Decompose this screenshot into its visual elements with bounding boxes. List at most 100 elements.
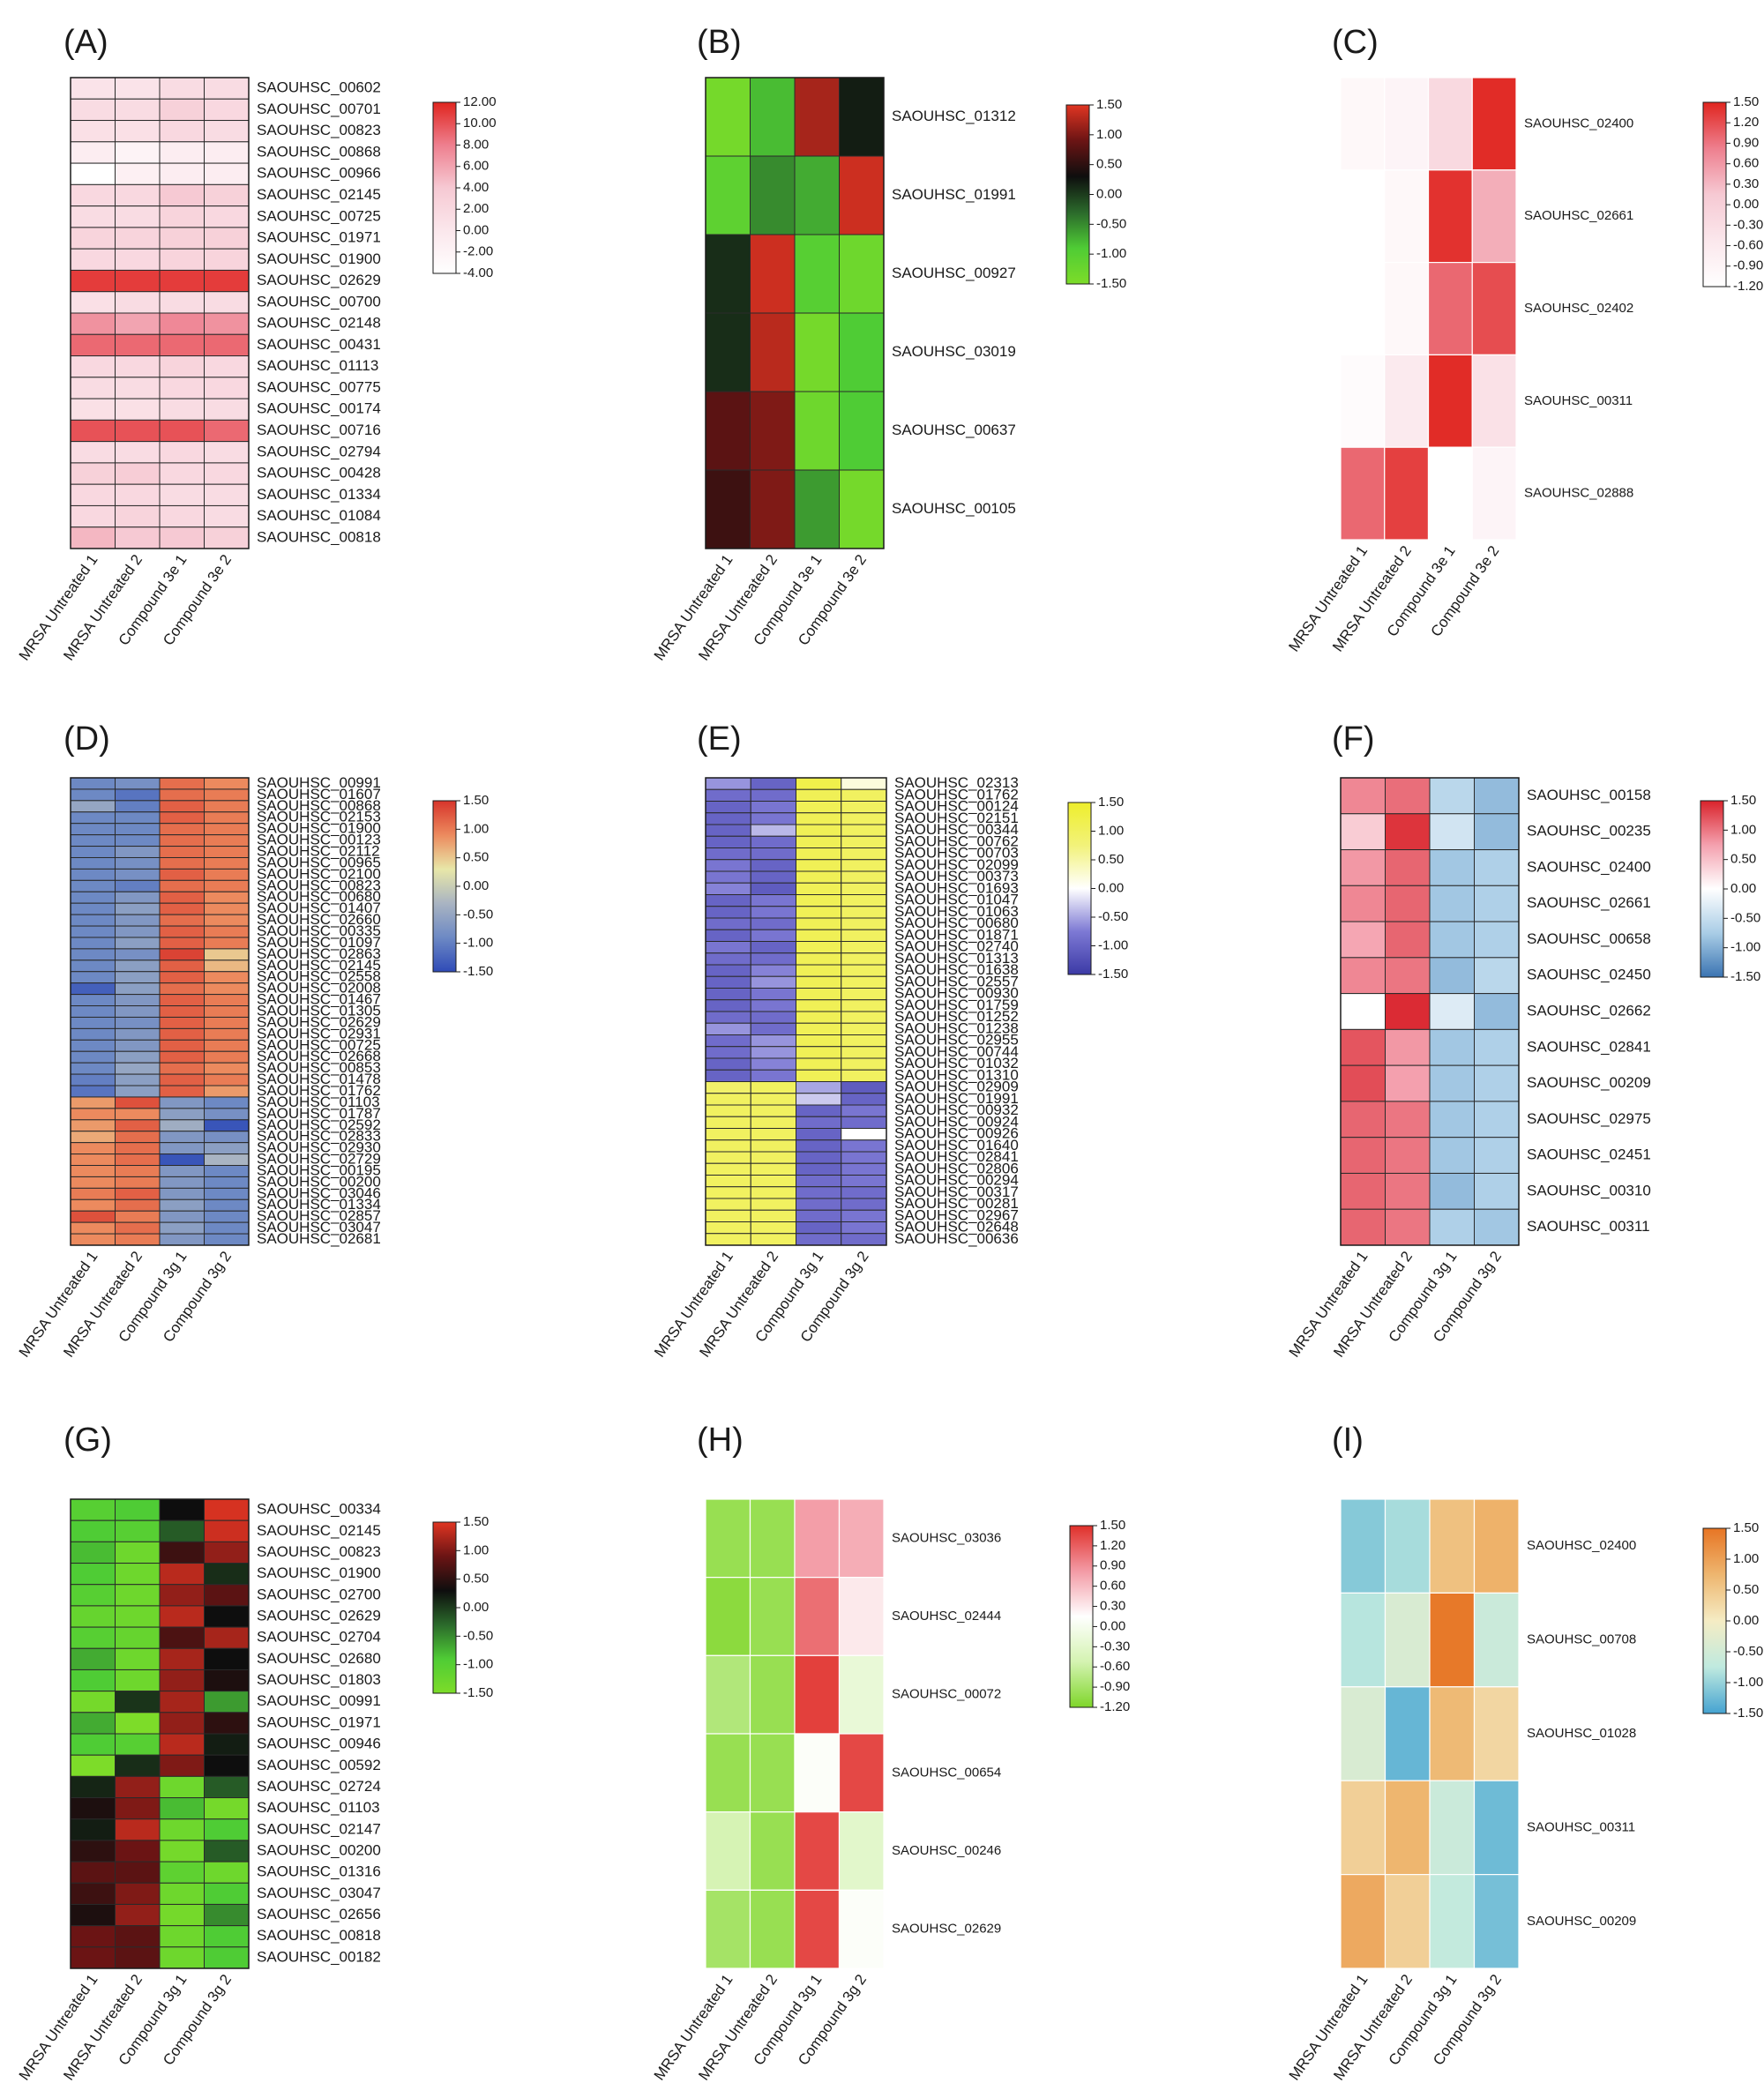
heatmap-cell xyxy=(70,1882,116,1905)
row-label: SAOUHSC_00592 xyxy=(257,1757,381,1773)
row-label: SAOUHSC_00182 xyxy=(257,1948,381,1965)
heatmap-cell xyxy=(1429,1874,1476,1969)
heatmap-cell xyxy=(70,1073,116,1086)
row-label: SAOUHSC_02402 xyxy=(1524,301,1633,316)
heatmap-cell xyxy=(159,1073,205,1086)
colorbar-tick-label: 12.00 xyxy=(463,94,497,109)
heatmap-cell xyxy=(794,469,840,549)
row-label: SAOUHSC_01991 xyxy=(894,1090,1019,1107)
heatmap-cell xyxy=(115,868,161,881)
heatmap-cell xyxy=(115,1073,161,1086)
heatmap-cell xyxy=(204,1039,250,1052)
heatmap-cell xyxy=(159,355,205,378)
heatmap-cell xyxy=(750,391,796,471)
heatmap-cell xyxy=(750,1081,796,1094)
panel-c: (C) SAOUHSC_02400 SAOUHSC_02661 SAOUHSC_024… xyxy=(1285,24,1763,654)
colorbar-tick-label: -1.00 xyxy=(1730,940,1760,955)
row-label: SAOUHSC_00823 xyxy=(257,877,381,893)
heatmap-cell xyxy=(796,870,842,884)
row-label: SAOUHSC_02112 xyxy=(257,843,380,860)
heatmap-cell xyxy=(841,1081,887,1094)
heatmap-cell xyxy=(841,1093,887,1106)
heatmap-cell xyxy=(70,1005,116,1018)
heatmap-cell xyxy=(705,917,751,930)
heatmap-cell xyxy=(1429,1172,1475,1210)
panel-label: (I) xyxy=(1332,1422,1364,1459)
heatmap-cell xyxy=(159,879,205,892)
row-label: SAOUHSC_02661 xyxy=(1524,208,1633,223)
colorbar-tick-label: -1.00 xyxy=(463,936,493,951)
heatmap-cell xyxy=(70,205,116,228)
colorbar-tick-label: 0.50 xyxy=(463,1572,489,1587)
heatmap-cell xyxy=(70,1861,116,1884)
heatmap-cell xyxy=(796,1046,842,1059)
row-label: SAOUHSC_02100 xyxy=(257,865,381,882)
row-label: SAOUHSC_01334 xyxy=(257,486,381,503)
row-label: SAOUHSC_02909 xyxy=(894,1079,1019,1095)
heatmap-cell xyxy=(115,914,161,927)
heatmap-cell xyxy=(115,419,161,443)
heatmap-cell xyxy=(159,1818,205,1841)
colorbar-tick-label: -0.50 xyxy=(1733,1644,1763,1659)
panel-label: (B) xyxy=(697,24,742,61)
heatmap-cell xyxy=(204,377,250,399)
heatmap-cell xyxy=(159,937,205,950)
heatmap-cell xyxy=(70,1584,116,1607)
heatmap-cell xyxy=(204,1882,250,1905)
heatmap-cell xyxy=(115,98,161,122)
heatmap-cell xyxy=(204,312,250,335)
heatmap-cell xyxy=(115,846,161,858)
heatmap-cell xyxy=(70,1733,116,1756)
row-label: SAOUHSC_00294 xyxy=(894,1172,1019,1189)
heatmap-cell xyxy=(749,1654,796,1735)
heatmap-cell xyxy=(159,504,205,528)
colorbar-tick-label: 0.50 xyxy=(1730,852,1756,867)
row-label: SAOUHSC_00725 xyxy=(257,1036,381,1053)
heatmap-cell xyxy=(204,777,250,790)
heatmap-cell xyxy=(115,1176,161,1189)
heatmap-cell xyxy=(1429,1064,1475,1102)
heatmap-cell xyxy=(750,975,796,989)
row-label: SAOUHSC_00209 xyxy=(1527,1074,1651,1091)
heatmap-cell xyxy=(115,141,161,164)
heatmap-cell xyxy=(204,937,250,950)
row-label: SAOUHSC_01803 xyxy=(257,1671,381,1688)
colorbar-tick-label: 1.50 xyxy=(463,793,489,808)
heatmap-cell xyxy=(705,801,751,814)
heatmap-cell xyxy=(70,948,116,961)
heatmap-cell xyxy=(204,1861,250,1884)
heatmap-cell xyxy=(159,1062,205,1075)
heatmap-cell xyxy=(750,835,796,848)
heatmap-cell xyxy=(159,526,205,549)
heatmap-cell xyxy=(1429,921,1475,959)
heatmap-cell xyxy=(115,1131,161,1144)
heatmap-cell xyxy=(204,1096,250,1109)
heatmap-cell xyxy=(750,1057,796,1071)
heatmap-cell xyxy=(1384,1686,1431,1781)
heatmap-cell xyxy=(750,812,796,825)
colorbar-tick-label: -1.50 xyxy=(463,964,493,979)
row-label: SAOUHSC_00373 xyxy=(894,868,1019,885)
colorbar xyxy=(1069,1525,1094,1708)
heatmap-cell xyxy=(705,894,751,907)
heatmap-cell xyxy=(159,834,205,847)
heatmap-cell xyxy=(839,391,885,471)
heatmap-cell xyxy=(841,835,887,848)
heatmap-cell xyxy=(1474,993,1520,1030)
heatmap-cell xyxy=(750,788,796,802)
heatmap-cell xyxy=(204,526,250,549)
heatmap-cell xyxy=(750,1221,796,1235)
heatmap-cell xyxy=(115,1165,161,1177)
heatmap-cell xyxy=(115,1498,161,1521)
heatmap-cell xyxy=(204,1198,250,1212)
heatmap-cell xyxy=(70,377,116,399)
heatmap-cell xyxy=(841,1221,887,1235)
heatmap-cell xyxy=(1471,77,1517,171)
heatmap-cell xyxy=(115,1797,161,1820)
heatmap-cell xyxy=(796,847,842,861)
heatmap-cell xyxy=(705,964,751,977)
heatmap-cell xyxy=(1429,1028,1475,1066)
heatmap-cell xyxy=(204,1733,250,1756)
heatmap-cell xyxy=(204,1085,250,1098)
row-label: SAOUHSC_00930 xyxy=(894,985,1019,1002)
